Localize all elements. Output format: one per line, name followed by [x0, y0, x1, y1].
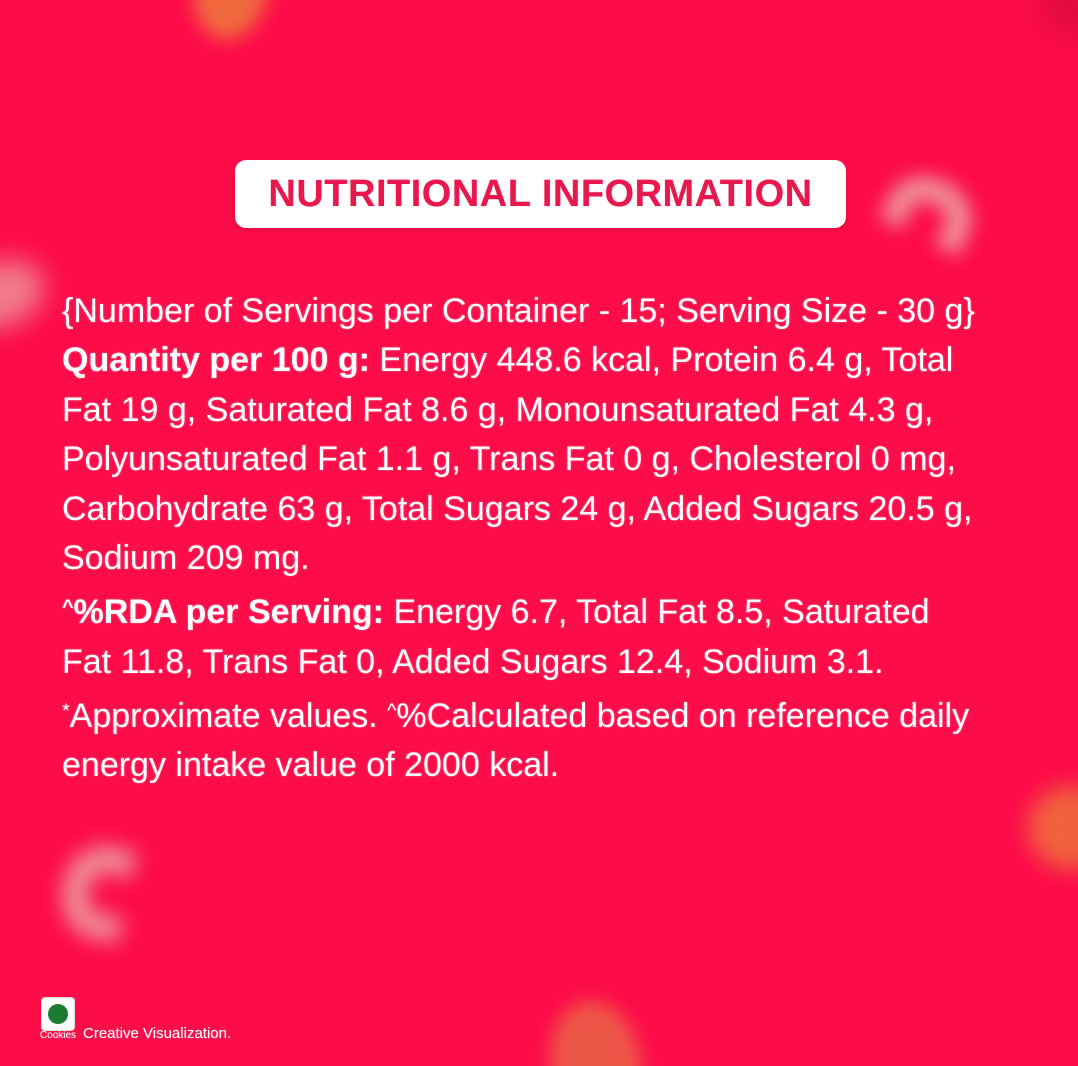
- footnote-asterisk: *: [62, 700, 70, 723]
- almond-blur-bottom-icon: [544, 996, 648, 1066]
- quantity-values-4: Carbohydrate 63 g, Total Sugars 24 g, Ad…: [62, 489, 973, 528]
- servings-text: {Number of Servings per Container - 15; …: [62, 292, 975, 330]
- quantity-line-1: Quantity per 100 g: Energy 448.6 kcal, P…: [62, 336, 975, 385]
- almond-blur-top-icon: [185, 0, 277, 46]
- creative-visualization-caption: Creative Visualization.: [83, 1025, 232, 1042]
- cashew-blur-left-edge-icon: [0, 247, 56, 341]
- footnote-line-1: *Approximate values. ^%Calculated based …: [62, 687, 975, 741]
- cashew-blur-top-right-icon: [878, 161, 986, 257]
- almond-blur-right-edge-icon: [1028, 786, 1078, 870]
- veg-mark-label: Cookies: [39, 1030, 77, 1041]
- veg-mark: [41, 997, 75, 1031]
- veg-dot-icon: [48, 1004, 68, 1024]
- nutritional-information-header: NUTRITIONAL INFORMATION: [235, 160, 846, 228]
- footnote-approx-text: Approximate values.: [69, 696, 388, 735]
- rda-superscript-caret: ^: [62, 596, 74, 619]
- quantity-line-4: Carbohydrate 63 g, Total Sugars 24 g, Ad…: [62, 485, 975, 534]
- shadow-blur-top-right: [1040, 0, 1078, 36]
- footnote-calc-text: %Calculated based on reference daily: [396, 696, 970, 735]
- nutrition-text-block: {Number of Servings per Container - 15; …: [62, 287, 975, 791]
- rda-line-2: Fat 11.8, Trans Fat 0, Added Sugars 12.4…: [62, 638, 975, 687]
- quantity-values-3: Polyunsaturated Fat 1.1 g, Trans Fat 0 g…: [62, 440, 956, 479]
- rda-label: %RDA per Serving:: [73, 593, 394, 632]
- quantity-values-2: Fat 19 g, Saturated Fat 8.6 g, Monounsat…: [62, 390, 934, 429]
- quantity-line-3: Polyunsaturated Fat 1.1 g, Trans Fat 0 g…: [62, 435, 975, 484]
- quantity-label: Quantity per 100 g:: [62, 341, 380, 380]
- quantity-line-2: Fat 19 g, Saturated Fat 8.6 g, Monounsat…: [62, 386, 975, 435]
- rda-values-1: Energy 6.7, Total Fat 8.5, Saturated: [393, 593, 930, 632]
- footnote-energy-text: energy intake value of 2000 kcal.: [62, 746, 560, 785]
- quantity-line-5: Sodium 209 mg.: [62, 534, 975, 583]
- page-title: NUTRITIONAL INFORMATION: [268, 172, 813, 215]
- servings-line: {Number of Servings per Container - 15; …: [62, 287, 975, 336]
- footnote-caret: ^: [387, 700, 397, 723]
- quantity-values-5: Sodium 209 mg.: [62, 539, 310, 578]
- cashew-blur-bottom-left-icon: [52, 838, 138, 944]
- rda-values-2: Fat 11.8, Trans Fat 0, Added Sugars 12.4…: [62, 642, 884, 681]
- rda-line-1: ^%RDA per Serving: Energy 6.7, Total Fat…: [62, 583, 975, 637]
- quantity-values-1: Energy 448.6 kcal, Protein 6.4 g, Total: [379, 341, 954, 380]
- footnote-line-2: energy intake value of 2000 kcal.: [62, 741, 975, 790]
